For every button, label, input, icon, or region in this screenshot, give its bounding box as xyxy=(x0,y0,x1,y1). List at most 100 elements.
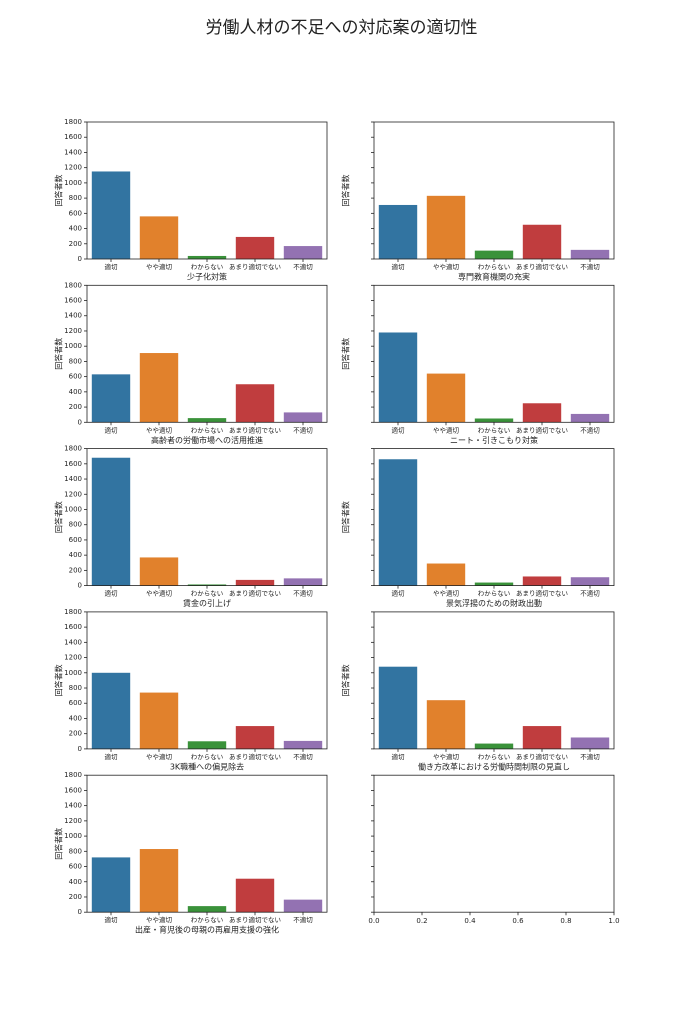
x-tick-label: 0.0 xyxy=(368,917,379,925)
x-tick-label: わからない xyxy=(191,590,224,598)
x-tick-label: 適切 xyxy=(392,752,406,761)
bar xyxy=(187,255,227,259)
y-tick-label: 1800 xyxy=(64,281,82,289)
bar xyxy=(139,216,179,259)
bar xyxy=(570,577,610,586)
y-tick-label: 1600 xyxy=(64,623,82,631)
x-tick-label: わからない xyxy=(478,263,511,271)
x-tick-label: やや適切 xyxy=(433,425,460,434)
x-axis-label: 高齢者の労働市場への活用推進 xyxy=(151,435,263,445)
x-tick-label: 不適切 xyxy=(580,589,600,598)
axes-frame xyxy=(86,611,328,750)
bar xyxy=(474,582,514,586)
axes-frame xyxy=(373,774,615,913)
x-axis-label: 専門教育機関の充実 xyxy=(458,272,530,282)
x-tick-label: あまり適切でない xyxy=(516,589,568,598)
x-tick-label: 適切 xyxy=(392,589,406,598)
bar xyxy=(91,374,131,423)
x-axis-label: ニート・引きこもり対策 xyxy=(450,435,538,445)
bar xyxy=(91,672,131,749)
x-tick-label: やや適切 xyxy=(146,262,173,271)
x-tick-label: やや適切 xyxy=(146,589,173,598)
x-tick-label: やや適切 xyxy=(146,752,173,761)
bar xyxy=(283,578,323,586)
bar xyxy=(426,700,466,749)
bar xyxy=(139,353,179,423)
bar xyxy=(522,403,562,423)
bar xyxy=(235,726,275,749)
bar xyxy=(235,579,275,586)
x-axis-label: 出産・育児後の母親の再雇用支援の強化 xyxy=(135,925,279,935)
x-tick-label: 適切 xyxy=(105,425,119,434)
x-tick-label: 不適切 xyxy=(580,262,600,271)
x-tick-label: 不適切 xyxy=(293,589,313,598)
bar xyxy=(235,384,275,423)
x-tick-label: 不適切 xyxy=(293,752,313,761)
bar xyxy=(283,412,323,423)
x-tick-label: 適切 xyxy=(392,425,406,434)
axes-frame xyxy=(373,284,615,423)
y-tick-label: 600 xyxy=(69,863,82,871)
y-tick-label: 1200 xyxy=(64,164,82,172)
bar xyxy=(426,195,466,259)
x-tick-label: やや適切 xyxy=(146,915,173,924)
bar xyxy=(187,906,227,913)
y-tick-label: 1800 xyxy=(64,608,82,616)
y-tick-label: 1400 xyxy=(64,638,82,646)
x-tick-label: 適切 xyxy=(105,262,119,271)
y-tick-label: 1000 xyxy=(64,342,82,350)
bar xyxy=(570,737,610,749)
axes-frame xyxy=(86,284,328,423)
x-tick-label: 不適切 xyxy=(580,752,600,761)
y-tick-label: 1600 xyxy=(64,460,82,468)
x-axis-label: 賃金の引上げ xyxy=(183,598,231,608)
y-axis-label: 回答者数 xyxy=(341,664,351,696)
x-tick-label: やや適切 xyxy=(146,425,173,434)
y-tick-label: 1000 xyxy=(64,832,82,840)
y-tick-label: 800 xyxy=(69,357,82,365)
bar xyxy=(235,236,275,259)
y-tick-label: 1200 xyxy=(64,327,82,335)
bar xyxy=(570,249,610,259)
y-tick-label: 0 xyxy=(78,582,82,590)
axes-frame xyxy=(373,611,615,750)
y-tick-label: 800 xyxy=(69,194,82,202)
y-tick-label: 1000 xyxy=(64,669,82,677)
y-tick-label: 1400 xyxy=(64,802,82,810)
x-tick-label: 不適切 xyxy=(293,915,313,924)
y-tick-label: 1400 xyxy=(64,312,82,320)
y-tick-label: 400 xyxy=(69,714,82,722)
y-tick-label: 800 xyxy=(69,521,82,529)
x-tick-label: わからない xyxy=(191,263,224,271)
x-tick-label: やや適切 xyxy=(433,589,460,598)
y-axis-label: 回答者数 xyxy=(341,175,351,207)
bar xyxy=(283,899,323,913)
bar xyxy=(187,584,227,586)
y-axis-label: 回答者数 xyxy=(54,501,64,533)
y-tick-label: 800 xyxy=(69,684,82,692)
x-tick-label: わからない xyxy=(191,916,224,924)
y-tick-label: 1800 xyxy=(64,445,82,453)
y-tick-label: 0 xyxy=(78,418,82,426)
x-tick-label: 適切 xyxy=(392,262,406,271)
bar xyxy=(187,741,227,749)
x-tick-label: やや適切 xyxy=(433,262,460,271)
y-tick-label: 1200 xyxy=(64,654,82,662)
y-tick-label: 800 xyxy=(69,847,82,855)
x-tick-label: 1.0 xyxy=(608,917,619,925)
y-tick-label: 1600 xyxy=(64,786,82,794)
y-tick-label: 0 xyxy=(78,908,82,916)
bar xyxy=(570,413,610,423)
y-tick-label: 600 xyxy=(69,209,82,217)
y-tick-label: 600 xyxy=(69,536,82,544)
x-tick-label: 不適切 xyxy=(293,262,313,271)
axes-frame xyxy=(86,121,328,260)
x-tick-label: 適切 xyxy=(105,752,119,761)
x-tick-label: 適切 xyxy=(105,589,119,598)
bar xyxy=(522,576,562,586)
axes-frame xyxy=(86,774,328,913)
x-tick-label: あまり適切でない xyxy=(229,752,281,761)
x-tick-label: 0.2 xyxy=(416,917,427,925)
bar xyxy=(139,849,179,913)
x-tick-label: あまり適切でない xyxy=(229,589,281,598)
